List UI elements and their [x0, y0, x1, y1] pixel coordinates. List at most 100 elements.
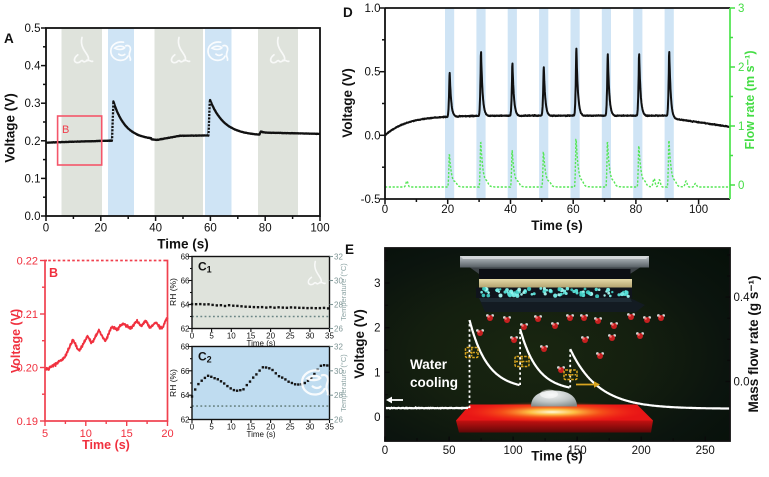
svg-text:60: 60: [204, 223, 217, 235]
svg-text:RH (%): RH (%): [168, 369, 178, 397]
svg-text:0.2: 0.2: [25, 136, 41, 148]
svg-text:0.19: 0.19: [17, 416, 38, 428]
svg-text:0: 0: [382, 204, 388, 216]
svg-text:1: 1: [374, 367, 380, 379]
svg-text:66: 66: [181, 367, 190, 376]
svg-text:0: 0: [738, 180, 744, 192]
svg-text:Voltage (V): Voltage (V): [352, 309, 367, 379]
svg-text:10: 10: [227, 331, 236, 340]
svg-text:2: 2: [374, 323, 380, 335]
svg-text:80: 80: [259, 223, 272, 235]
svg-text:Time (s): Time (s): [157, 237, 209, 252]
svg-text:30: 30: [305, 422, 314, 431]
svg-text:B: B: [49, 266, 58, 280]
svg-text:Time (s): Time (s): [246, 430, 275, 439]
svg-text:30: 30: [305, 331, 314, 340]
svg-text:Voltage (V): Voltage (V): [9, 309, 23, 373]
svg-text:35: 35: [325, 331, 334, 340]
svg-text:30: 30: [334, 277, 343, 286]
svg-text:64: 64: [181, 301, 190, 310]
svg-text:0.0: 0.0: [734, 377, 750, 389]
svg-text:Time (s): Time (s): [82, 438, 130, 452]
svg-text:15: 15: [246, 422, 255, 431]
svg-text:50: 50: [443, 445, 456, 457]
svg-text:80: 80: [630, 204, 643, 216]
svg-text:66: 66: [181, 277, 190, 286]
svg-text:0.0: 0.0: [25, 211, 41, 223]
svg-text:0.5: 0.5: [365, 67, 381, 79]
svg-text:Voltage (V): Voltage (V): [340, 68, 355, 138]
svg-text:100: 100: [689, 204, 708, 216]
svg-text:0: 0: [43, 223, 49, 235]
svg-text:20: 20: [161, 428, 173, 440]
svg-text:26: 26: [334, 416, 343, 425]
svg-text:15: 15: [121, 428, 133, 440]
svg-text:10: 10: [227, 422, 236, 431]
svg-text:0: 0: [382, 445, 388, 457]
svg-text:100: 100: [504, 445, 523, 457]
svg-text:Temperature (°C): Temperature (°C): [339, 263, 348, 321]
svg-text:0.20: 0.20: [17, 363, 38, 375]
svg-text:40: 40: [149, 223, 162, 235]
svg-text:3: 3: [374, 278, 380, 290]
svg-text:3: 3: [738, 3, 744, 15]
svg-text:68: 68: [181, 253, 190, 262]
svg-text:250: 250: [696, 445, 715, 457]
svg-text:5: 5: [209, 422, 214, 431]
svg-text:Water: Water: [410, 357, 448, 372]
svg-text:A: A: [4, 31, 14, 46]
svg-text:-0.5: -0.5: [361, 194, 381, 206]
svg-text:25: 25: [286, 422, 295, 431]
svg-text:28: 28: [334, 391, 343, 400]
svg-text:Temperature (°C): Temperature (°C): [339, 354, 348, 412]
svg-text:15: 15: [246, 331, 255, 340]
svg-text:E: E: [345, 242, 354, 257]
svg-text:B: B: [62, 124, 69, 136]
svg-text:0: 0: [374, 412, 380, 424]
svg-text:5: 5: [209, 331, 214, 340]
svg-text:0: 0: [190, 331, 195, 340]
svg-text:20: 20: [266, 331, 275, 340]
svg-text:0.4: 0.4: [25, 61, 42, 73]
svg-text:20: 20: [266, 422, 275, 431]
svg-text:Time (s): Time (s): [531, 449, 583, 464]
svg-text:40: 40: [504, 204, 517, 216]
svg-text:Voltage (V): Voltage (V): [3, 93, 18, 163]
svg-text:60: 60: [567, 204, 580, 216]
svg-text:32: 32: [334, 343, 343, 352]
svg-text:26: 26: [334, 325, 343, 334]
svg-text:0.0: 0.0: [365, 130, 381, 142]
svg-text:1.0: 1.0: [365, 3, 381, 15]
svg-text:2: 2: [738, 62, 744, 74]
svg-text:35: 35: [325, 422, 334, 431]
svg-text:10: 10: [80, 428, 92, 440]
svg-text:25: 25: [286, 331, 295, 340]
svg-text:1: 1: [738, 121, 744, 133]
svg-text:5: 5: [42, 428, 48, 440]
svg-text:100: 100: [310, 223, 329, 235]
svg-text:0.4: 0.4: [734, 292, 751, 304]
svg-text:RH (%): RH (%): [168, 278, 178, 306]
svg-text:Flow rate (m s⁻¹): Flow rate (m s⁻¹): [743, 51, 757, 150]
svg-text:20: 20: [441, 204, 454, 216]
svg-text:20: 20: [94, 223, 107, 235]
svg-text:Time (s): Time (s): [246, 339, 275, 348]
svg-text:62: 62: [181, 416, 190, 425]
svg-text:0.3: 0.3: [25, 98, 41, 110]
svg-text:30: 30: [334, 367, 343, 376]
svg-text:68: 68: [181, 343, 190, 352]
svg-text:0.22: 0.22: [17, 256, 38, 268]
svg-text:cooling: cooling: [410, 375, 458, 390]
svg-text:150: 150: [568, 445, 587, 457]
svg-text:64: 64: [181, 391, 190, 400]
svg-text:0: 0: [190, 422, 195, 431]
svg-text:200: 200: [632, 445, 651, 457]
svg-text:Mass flow rate (g s⁻¹): Mass flow rate (g s⁻¹): [746, 276, 761, 413]
svg-text:Time (s): Time (s): [531, 218, 583, 233]
svg-text:0.1: 0.1: [25, 173, 41, 185]
svg-text:D: D: [343, 5, 353, 20]
svg-text:32: 32: [334, 253, 343, 262]
svg-text:0.5: 0.5: [25, 23, 41, 35]
svg-text:28: 28: [334, 301, 343, 310]
svg-text:62: 62: [181, 325, 190, 334]
